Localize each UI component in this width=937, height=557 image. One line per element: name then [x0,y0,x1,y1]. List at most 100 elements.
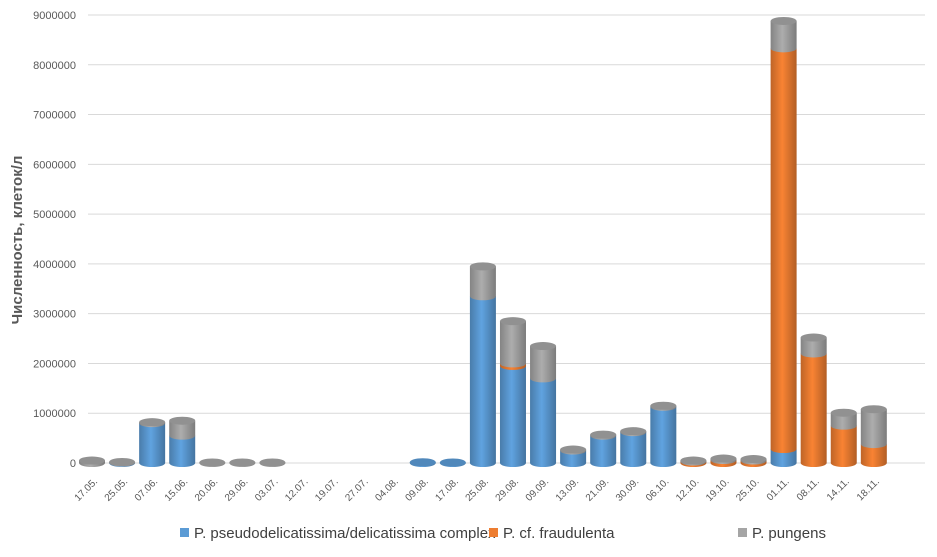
x-tick-label: 01.11. [765,476,792,503]
bar-top [169,416,196,425]
bar-top [560,445,587,454]
x-tick-label: 19.07. [313,476,340,503]
bar-top [620,427,647,436]
x-tick-label: 12.10. [674,476,701,503]
bar-segment-2 [499,321,526,368]
bar-06.10. [650,401,677,467]
x-tick-label: 17.05. [73,476,100,503]
bar-segment-1 [830,425,857,467]
bar-top [409,458,436,467]
legend-swatch [180,528,189,537]
bar-segment-0 [469,296,496,467]
bar-segment-2 [770,20,797,53]
bar-segment-2 [860,409,887,449]
bar-segment-0 [139,423,166,467]
bar-top [79,456,105,465]
legend-swatch [738,528,747,537]
bar-07.06. [139,418,166,467]
x-tick-label: 21.09. [584,476,611,503]
legend-label: P. pseudodelicatissima/delicatissima com… [194,525,496,542]
bar-09.09. [530,342,557,467]
y-tick-label: 3000000 [33,309,76,321]
bar-segment-2 [800,337,827,358]
x-tick-label: 08.11. [795,476,822,503]
bar-top [770,16,797,25]
x-tick-label: 03.07. [253,476,280,503]
bar-08.11. [800,333,827,467]
bar-top [439,458,466,467]
x-tick-label: 29.06. [223,476,250,503]
x-tick-label: 29.08. [494,476,521,503]
x-tick-label: 17.08. [434,476,461,503]
legend-label: P. pungens [752,525,826,542]
legend-item-0: P. pseudodelicatissima/delicatissima com… [180,525,496,542]
bar-segment-0 [590,435,617,467]
bar-13.09. [560,445,587,467]
bar-01.11. [770,16,797,467]
legend-item-2: P. pungens [738,525,826,542]
bar-18.11. [860,405,887,467]
y-tick-label: 2000000 [33,358,76,370]
bar-segment-2 [530,346,557,383]
x-tick-label: 20.06. [193,476,220,503]
bar-top [710,454,737,463]
bar-29.08. [499,317,526,467]
bar-14.11. [830,408,857,467]
bar-segment-2 [830,412,857,430]
x-tick-label: 04.08. [373,476,400,503]
bar-15.06. [169,416,196,467]
bar-segment-0 [770,449,797,467]
x-tick-label: 18.11. [855,476,882,503]
x-tick-label: 14.11. [825,476,852,503]
y-tick-label: 8000000 [33,60,76,72]
bar-17.05. [79,456,105,467]
bar-top [530,342,557,351]
x-tick-label: 06.10. [644,476,671,503]
bar-25.08. [469,262,496,467]
x-tick-label: 15.06. [163,476,190,503]
x-tick-label: 09.09. [524,476,551,503]
bar-top [109,458,136,467]
bar-segment-0 [530,378,557,467]
bar-segment-0 [499,365,526,467]
x-tick-label: 19.10. [704,476,731,503]
y-tick-label: 4000000 [33,259,76,271]
bar-segment-1 [770,48,797,454]
x-tick-label: 25.10. [734,476,761,503]
bar-top [800,333,827,342]
y-tick-label: 6000000 [33,159,76,171]
bar-top [830,408,857,417]
bar-top [229,458,256,467]
bar-29.06. [229,458,256,467]
bar-25.05. [109,458,136,467]
bar-top [650,401,677,410]
bar-segment-2 [169,420,196,440]
y-tick-label: 5000000 [33,209,76,221]
x-tick-label: 25.08. [464,476,491,503]
bar-segment-1 [860,444,887,467]
bar-top [139,418,166,427]
x-tick-label: 07.06. [133,476,160,503]
x-tick-label: 09.08. [403,476,430,503]
bar-top [499,317,526,326]
legend-label: P. cf. fraudulenta [503,525,615,542]
bar-03.07. [259,458,286,467]
bar-top [259,458,286,467]
bar-21.09. [590,430,617,467]
y-tick-label: 1000000 [33,408,76,420]
bar-segment-0 [620,432,647,467]
bar-top [590,430,617,439]
bar-25.10. [740,455,767,467]
bar-09.08. [409,458,436,467]
bar-segment-0 [169,435,196,467]
x-tick-label: 25.05. [103,476,130,503]
bar-top [199,458,226,467]
bar-19.10. [710,454,737,467]
x-tick-label: 13.09. [554,476,581,503]
bar-20.06. [199,458,226,467]
bar-segment-2 [469,266,496,301]
x-tick-label: 27.07. [343,476,370,503]
bar-top [680,456,707,465]
